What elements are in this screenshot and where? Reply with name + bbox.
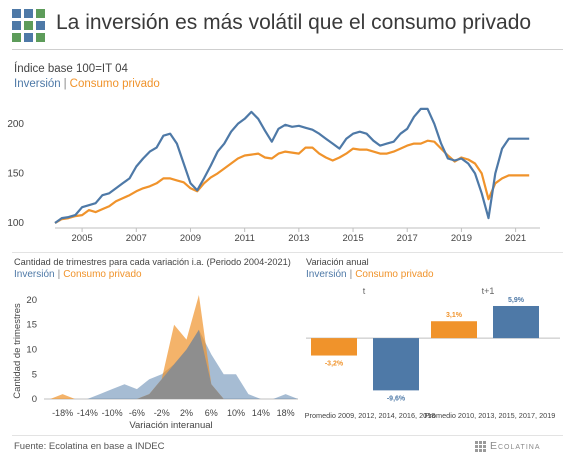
legend-consumo: Consumo privado <box>355 269 434 280</box>
bar-chart: t t+1 -3,2% -9,6% Promedio 2009, 2012, 2014,… <box>305 286 560 420</box>
legend-consumo: Consumo privado <box>69 78 160 90</box>
x-tick-label: 2005 <box>72 233 93 244</box>
x-tick-label: -2% <box>154 408 170 418</box>
logo-square <box>36 21 45 30</box>
legend-separator: | <box>349 269 353 280</box>
legend-separator: | <box>57 269 61 280</box>
x-tick-label: 2021 <box>505 233 526 244</box>
category-label: Promedio 2009, 2012, 2014, 2016, 2018 <box>305 411 436 420</box>
y-tick-label: 100 <box>7 218 24 229</box>
section-divider <box>12 252 563 253</box>
x-tick-label: 6% <box>205 408 218 418</box>
x-tick-label: 2% <box>180 408 193 418</box>
bar-inversion <box>493 305 539 339</box>
data-label: -3,2% <box>325 361 344 368</box>
legend-consumo: Consumo privado <box>63 269 142 280</box>
y-tick-label: 200 <box>7 119 24 130</box>
logo-square <box>24 33 33 42</box>
data-label: 3,1% <box>446 312 463 319</box>
ecolatina-logo <box>12 9 45 42</box>
source-note: Fuente: Ecolatina en base a INDEC <box>14 441 165 452</box>
x-tick-label: 2013 <box>288 233 309 244</box>
series-line-consumo <box>54 139 530 224</box>
logo-square <box>12 9 21 18</box>
y-tick-label: 0 <box>32 394 37 405</box>
x-tick-label: 18% <box>277 408 295 418</box>
y-tick-label: 5 <box>32 369 37 380</box>
x-tick-label: 2011 <box>234 233 254 244</box>
x-tick-label: 2017 <box>397 233 418 244</box>
y-tick-label: 15 <box>26 320 37 331</box>
logo-square <box>24 9 33 18</box>
x-tick-label: 2007 <box>126 233 147 244</box>
data-label: 5,9% <box>508 297 525 304</box>
x-tick-label: -6% <box>129 408 145 418</box>
data-label: -9,6% <box>387 395 406 402</box>
y-tick-label: 10 <box>26 344 37 355</box>
logo-square <box>24 21 33 30</box>
legend-inversion: Inversión <box>14 269 55 280</box>
legend-inversion: Inversión <box>306 269 347 280</box>
x-tick-label: 2019 <box>451 233 472 244</box>
line-chart: 100 150 200 2005 2007 2009 2011 2013 2015 2017 201… <box>7 107 540 244</box>
legend-separator: | <box>63 78 67 90</box>
histogram-title: Cantidad de trimestres para cada variaci… <box>14 257 291 267</box>
line-chart-legend: Inversión | Consumo privado <box>14 78 160 90</box>
x-axis-title: Variación interanual <box>129 420 212 431</box>
footer-divider <box>12 435 563 436</box>
logo-square <box>12 33 21 42</box>
x-tick-label: -18% <box>52 408 73 418</box>
bar-consumo <box>431 321 477 339</box>
area-overlap <box>50 329 298 400</box>
histogram-legend: Inversión | Consumo privado <box>14 269 142 280</box>
category-label: Promedio 2010, 2013, 2015, 2017, 2019 <box>425 411 556 420</box>
x-tick-label: 10% <box>227 408 245 418</box>
x-tick-label: 2009 <box>180 233 201 244</box>
y-tick-label: 150 <box>7 168 24 179</box>
page-title: La inversión es más volátil que el consu… <box>56 11 532 34</box>
group-header: t+1 <box>482 286 495 296</box>
series-line-inversion <box>54 107 530 224</box>
logo-square <box>36 9 45 18</box>
line-chart-subtitle: Índice base 100=IT 04 <box>14 63 128 75</box>
brand-name: Ecolatina <box>490 440 541 452</box>
title-divider <box>12 49 563 50</box>
x-tick-label: 2015 <box>342 233 363 244</box>
bar-inversion <box>373 338 419 391</box>
bar-consumo <box>311 338 357 356</box>
logo-square <box>36 33 45 42</box>
histogram-chart: 0 5 10 15 20 -18% -14% -10% -6% -2% 2% 6% 10% 14% 18% V… <box>12 295 298 431</box>
x-tick-label: 14% <box>252 408 270 418</box>
bar-chart-title: Variación anual <box>306 257 369 267</box>
brand-icon <box>475 441 486 452</box>
y-tick-label: 20 <box>26 295 37 306</box>
area-consumo <box>50 295 298 400</box>
legend-inversion: Inversión <box>14 78 61 90</box>
bar-chart-legend: Inversión | Consumo privado <box>306 269 434 280</box>
y-axis-title: Cantidad de trimestres <box>12 303 23 399</box>
x-tick-label: -10% <box>102 408 123 418</box>
logo-square <box>12 21 21 30</box>
x-tick-label: -14% <box>77 408 98 418</box>
group-header: t <box>363 286 366 296</box>
